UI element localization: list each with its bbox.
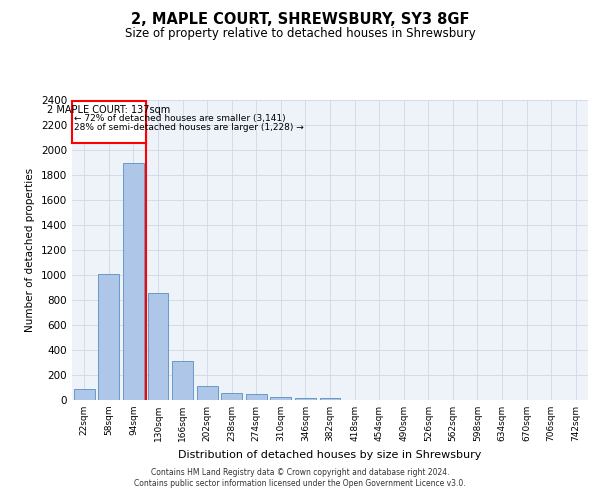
Y-axis label: Number of detached properties: Number of detached properties xyxy=(25,168,35,332)
Bar xyxy=(320,398,340,400)
Bar xyxy=(98,274,119,400)
FancyBboxPatch shape xyxy=(72,100,146,142)
Bar xyxy=(74,390,95,400)
Bar xyxy=(197,386,218,400)
Text: 2, MAPLE COURT, SHREWSBURY, SY3 8GF: 2, MAPLE COURT, SHREWSBURY, SY3 8GF xyxy=(131,12,469,28)
Bar xyxy=(295,398,316,400)
Bar xyxy=(271,397,292,400)
Text: Size of property relative to detached houses in Shrewsbury: Size of property relative to detached ho… xyxy=(125,28,475,40)
Bar xyxy=(246,394,267,400)
Bar xyxy=(172,360,193,400)
Bar xyxy=(148,292,169,400)
Text: Contains HM Land Registry data © Crown copyright and database right 2024.
Contai: Contains HM Land Registry data © Crown c… xyxy=(134,468,466,487)
Text: 2 MAPLE COURT: 137sqm: 2 MAPLE COURT: 137sqm xyxy=(47,105,170,115)
Bar xyxy=(123,162,144,400)
Text: 28% of semi-detached houses are larger (1,228) →: 28% of semi-detached houses are larger (… xyxy=(74,122,304,132)
X-axis label: Distribution of detached houses by size in Shrewsbury: Distribution of detached houses by size … xyxy=(178,450,482,460)
Text: ← 72% of detached houses are smaller (3,141): ← 72% of detached houses are smaller (3,… xyxy=(74,114,286,122)
Bar xyxy=(221,393,242,400)
